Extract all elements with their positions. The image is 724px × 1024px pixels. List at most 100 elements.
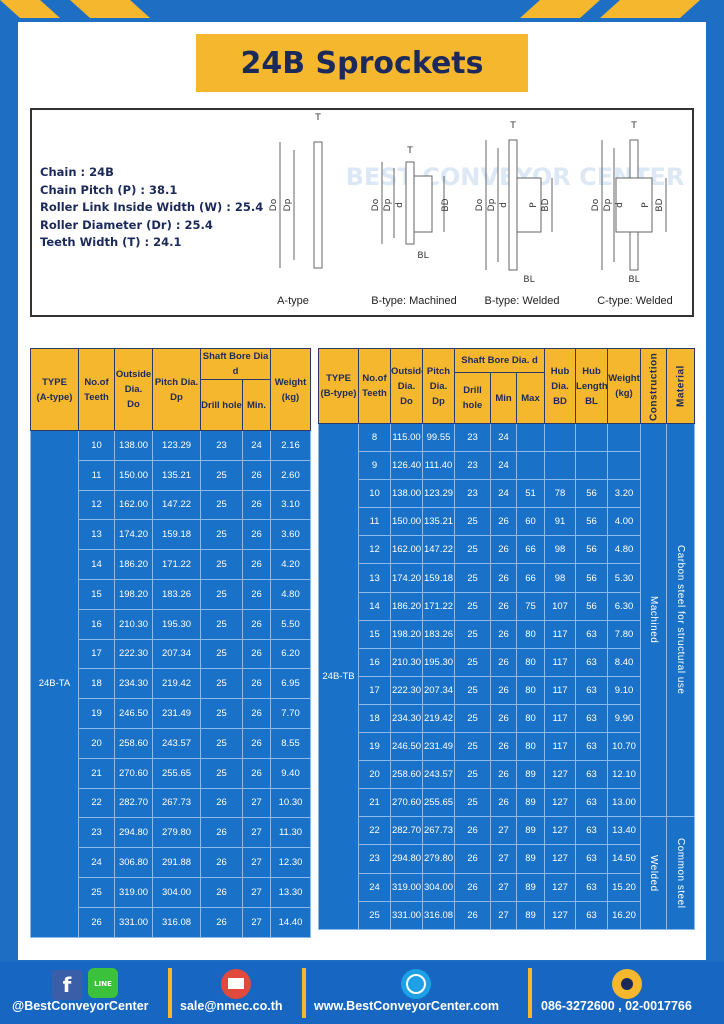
header-cell-line: Dia.: [551, 380, 569, 392]
data-cell: 26: [242, 698, 271, 729]
construction-cell: Welded: [640, 816, 668, 930]
data-cell: 6.30: [607, 591, 642, 621]
data-cell: 2.16: [270, 430, 311, 461]
spec-table: TYPE (A-type) No.of Teeth Outside Dia. Do Pitch…: [30, 348, 311, 938]
data-cell: 16: [78, 608, 115, 640]
data-cell: 19: [358, 732, 391, 762]
diagram-caption: B-type: Machined: [371, 295, 457, 307]
spec-list: Chain : 24B Chain Pitch (P) : 38.1 Roller …: [40, 164, 263, 252]
data-cell: 75: [515, 591, 546, 621]
data-cell: 138.00: [114, 430, 153, 461]
data-cell: 27: [242, 787, 271, 819]
table-row: 9 126.40 111.40 23 24: [319, 451, 695, 481]
data-cell: 258.60: [114, 727, 153, 759]
data-cell: 25: [200, 549, 243, 580]
data-cell: 18: [358, 703, 391, 734]
table-row: 10 138.00 123.29 23 24 51 78 56 3.20: [319, 479, 695, 509]
table-row: 19 246.50 231.49 25 26 80 117 63 10.70: [319, 732, 695, 762]
header-cell-line: Dp: [432, 395, 445, 407]
phone: 086-3272600 , 02-0017766: [541, 999, 692, 1013]
header-cell: Min: [490, 372, 517, 424]
header-cell: Weight (kg): [607, 348, 642, 424]
data-cell: 294.80: [390, 844, 423, 874]
data-cell: 66: [515, 563, 546, 593]
header-cell-line: (kg): [281, 391, 300, 403]
data-cell: 24: [358, 872, 391, 902]
table-body: 24B-TA 10 138.00 123.29 23 24 2.16 11 150.00 135.…: [30, 430, 311, 938]
table-row: 12 162.00 147.22 25 26 66 98 56 4.80: [319, 535, 695, 565]
data-cell: 26: [200, 876, 243, 908]
data-cell: 25: [200, 727, 243, 759]
data-cell: [607, 422, 642, 453]
data-cell: 26: [490, 591, 517, 621]
data-cell: 25: [454, 535, 491, 565]
header-cell: No.of Teeth: [78, 348, 115, 431]
table-row: 21 270.60 255.65 25 26 89 127 63 13.00: [319, 788, 695, 818]
data-cell: 115.00: [390, 422, 423, 453]
data-cell: 13.40: [607, 816, 642, 846]
data-cell: 123.29: [422, 479, 455, 509]
data-cell: 25: [454, 507, 491, 537]
data-cell: 26: [242, 668, 271, 700]
diagrams: BEST CONVEYOR CENTER A-typeTDoDpB-type: …: [269, 113, 684, 307]
header-cell-line: Hub: [550, 365, 570, 377]
data-cell: 98: [544, 563, 577, 593]
data-cell: 12: [358, 535, 391, 565]
dimension-label: BL: [628, 275, 639, 285]
data-cell: 89: [515, 872, 546, 902]
table-header: TYPE (B-type) No.of Teeth Outside Dia. Do Pitch…: [318, 348, 695, 424]
table-row: 13 174.20 159.18 25 26 3.60: [31, 519, 311, 551]
data-cell: 25: [454, 788, 491, 818]
data-cell: 243.57: [422, 760, 455, 790]
data-cell: 23: [358, 844, 391, 874]
table-header: TYPE (A-type) No.of Teeth Outside Dia. Do Pitch…: [30, 348, 311, 431]
data-cell: 56: [575, 507, 609, 537]
dimension-label: P: [529, 202, 539, 208]
header-cell-line: Length: [576, 380, 608, 392]
data-cell: 162.00: [390, 535, 423, 565]
dimension-label: Dp: [603, 198, 613, 211]
header-cell: Outside Dia. Do: [390, 348, 423, 424]
data-cell: 282.70: [390, 816, 423, 846]
data-cell: 25: [78, 876, 115, 908]
data-cell: 27: [242, 847, 271, 878]
data-cell: 306.80: [114, 847, 153, 878]
table-row: 23 294.80 279.80 26 27 89 127 63 14.50: [319, 844, 695, 874]
header-cell-line: Weight: [608, 373, 640, 384]
data-cell: 147.22: [152, 489, 201, 521]
data-cell: 304.00: [152, 876, 201, 908]
header-cell-line: Dia.: [124, 384, 143, 395]
data-cell: 26: [242, 459, 271, 491]
data-cell: [544, 451, 577, 481]
data-cell: 222.30: [114, 638, 153, 670]
data-cell: 171.22: [152, 549, 201, 580]
data-cell: 63: [575, 872, 609, 902]
data-cell: 63: [575, 760, 609, 790]
table-body: 24B-TB 8 115.00 99.55 23 24 Machined Carbon ste…: [318, 422, 696, 930]
data-cell: 60: [515, 507, 546, 537]
data-cell: 255.65: [152, 757, 201, 789]
data-cell: 4.20: [270, 549, 311, 580]
dimension-label: Do: [591, 198, 601, 211]
data-cell: 25: [454, 591, 491, 621]
dimension-label: d: [395, 202, 405, 208]
data-cell: 270.60: [114, 757, 153, 789]
data-cell: 26: [242, 638, 271, 670]
data-cell: 210.30: [390, 647, 423, 677]
data-cell: 25: [200, 519, 243, 551]
data-cell: 319.00: [114, 876, 153, 908]
data-cell: 25: [200, 668, 243, 700]
top-stripes: [0, 0, 700, 18]
data-cell: 26: [454, 872, 491, 902]
data-cell: 234.30: [390, 703, 423, 734]
type-cell: 24B-TB: [318, 423, 359, 930]
header-cell-line: Do: [400, 395, 413, 407]
table-row: 15 198.20 183.26 25 26 4.80: [31, 578, 311, 610]
table-row: 18 234.30 219.42 25 26 80 117 63 9.90: [319, 703, 695, 734]
data-cell: 21: [78, 757, 115, 789]
data-cell: 231.49: [152, 698, 201, 729]
data-cell: 267.73: [422, 816, 455, 846]
data-cell: 26: [242, 727, 271, 759]
header-cell-line: Pitch: [426, 365, 451, 377]
header-cell-line: No.of: [362, 373, 387, 384]
